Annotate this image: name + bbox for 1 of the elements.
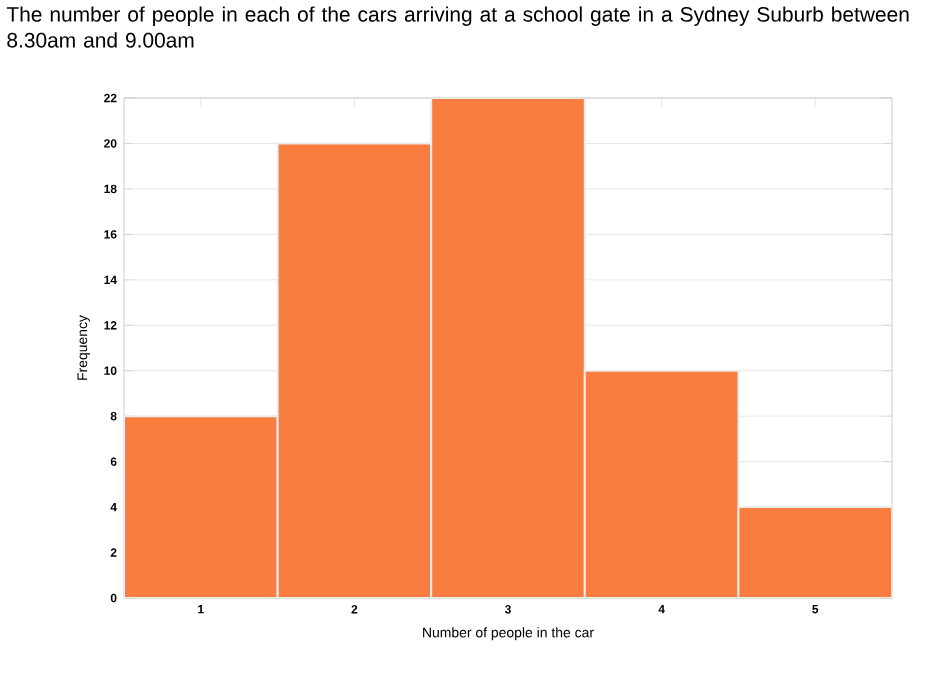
- chart-title: The number of people in each of the cars arriving at a school gate in a Sydney Suburb between 8.30am and 9.00am: [6, 6, 909, 48]
